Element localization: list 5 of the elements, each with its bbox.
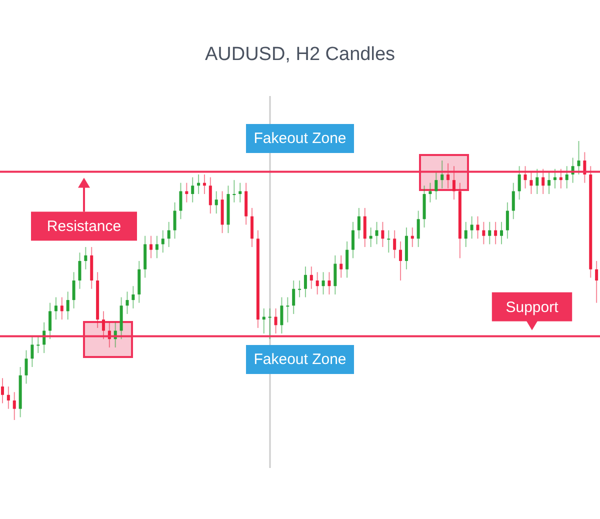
annotation: Fakeout Zone <box>246 345 354 374</box>
chart-title: AUDUSD, H2 Candles <box>204 44 396 66</box>
annotation: Fakeout Zone <box>246 124 354 153</box>
ref-line-label: Support <box>506 298 560 316</box>
legend-label: Resistance <box>46 218 122 236</box>
